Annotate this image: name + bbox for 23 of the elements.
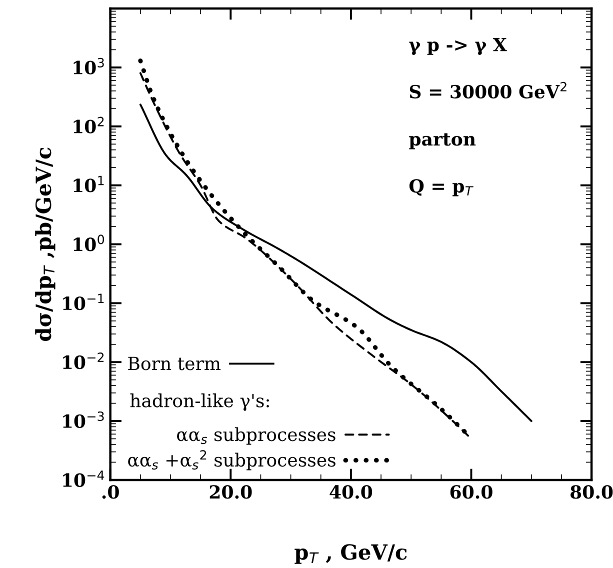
y-tick-label: 10$^{1}$ [74, 176, 104, 192]
x-tick-label: 20.0 [210, 485, 252, 499]
legend-label: Born term [128, 356, 221, 370]
annotation: Q = p$_{T}$ [409, 179, 474, 196]
y-tick-label: 10$^{−2}$ [63, 352, 104, 370]
y-tick-label: 10$^{−4}$ [63, 470, 104, 487]
annotation: hadron-like γ's: [130, 393, 269, 411]
y-tick-label: 10$^{3}$ [74, 58, 104, 74]
x-tick-label: 60.0 [450, 485, 492, 499]
x-axis-title: p$_{T}$ , GeV/c [294, 544, 407, 564]
legend-label: αα$_{s}$ +α$_{s}$$^{2}$ subprocesses [128, 450, 336, 470]
annotation: S = 30000 GeV$^{2}$ [410, 82, 566, 98]
annotation: parton [409, 133, 476, 150]
x-tick-label: 40.0 [330, 485, 372, 499]
y-axis-title: dσ/dp$_{T}$ ,pb/GeV/c [35, 148, 56, 341]
x-tick-label: .0 [102, 485, 119, 499]
legend-label: αα$_{s}$ subprocesses [177, 427, 336, 445]
y-tick-label: 10$^{0}$ [74, 234, 104, 252]
x-tick-label: 80.0 [570, 485, 613, 499]
y-tick-label: 10$^{−3}$ [63, 411, 104, 428]
annotation: γ p -> γ X [409, 38, 507, 55]
y-tick-label: 10$^{−1}$ [63, 294, 104, 310]
y-tick-label: 10$^{2}$ [74, 116, 104, 134]
